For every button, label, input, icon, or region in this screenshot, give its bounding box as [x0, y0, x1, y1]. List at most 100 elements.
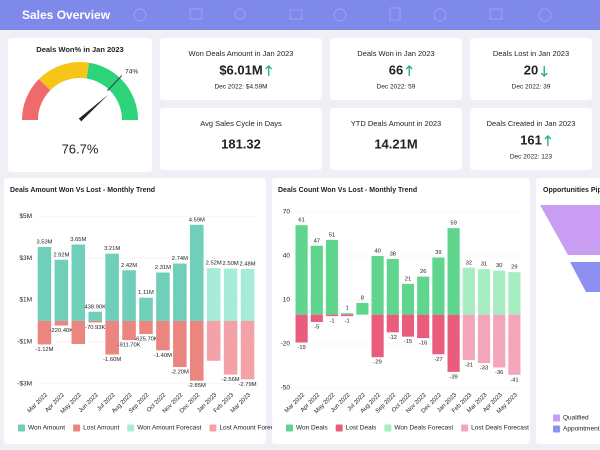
y-tick-label: 70 [283, 209, 291, 216]
kpi-compare: Dec 2022: 59 [377, 84, 416, 91]
data-label: 2.31M [155, 265, 171, 271]
kpi-value: 181.32 [221, 136, 261, 151]
funnel-stage [540, 205, 600, 255]
funnel-stage [570, 262, 600, 292]
bar [401, 314, 415, 337]
legend-swatch [384, 424, 392, 432]
data-label: 2.52M [206, 261, 222, 267]
card [330, 38, 462, 100]
y-tick-label: $3M [19, 255, 32, 262]
bar [223, 268, 238, 321]
data-label: 4.59M [189, 217, 205, 223]
data-label: 30 [496, 263, 502, 269]
legend-swatch [335, 424, 343, 432]
bar [105, 253, 119, 321]
bar [417, 314, 430, 339]
header-bar [0, 0, 600, 30]
data-label: -1 [329, 319, 334, 325]
y-tick-label: 40 [283, 253, 291, 260]
data-label: 29 [511, 265, 517, 271]
data-label: 2.48M [239, 262, 255, 268]
bar [37, 320, 52, 345]
bar [122, 270, 136, 321]
data-label: 40 [374, 249, 380, 255]
y-tick-label: $5M [19, 213, 32, 220]
data-label: -911.70K [118, 343, 141, 349]
bar [190, 224, 204, 321]
data-label: 2.92M [53, 252, 69, 258]
legend-label: Lost Amount [83, 425, 119, 432]
data-label: -31 [465, 363, 473, 369]
card [330, 108, 462, 170]
data-label: -36 [495, 370, 503, 376]
bar [493, 314, 506, 368]
bar [477, 269, 491, 315]
kpi-title: YTD Deals Amount in 2023 [351, 119, 441, 128]
gauge-needle [78, 94, 109, 122]
data-label: -15 [404, 339, 412, 345]
gauge-target [107, 75, 123, 92]
data-label: 38 [390, 251, 396, 257]
kpi-compare: Dec 2022: $4.59M [214, 84, 267, 91]
data-label: -1.12M [35, 347, 53, 353]
kpi-compare: Dec 2022: 123 [510, 154, 553, 161]
data-label: 1.11M [138, 290, 154, 296]
data-label: -1.40M [154, 353, 172, 359]
data-label: -29 [373, 360, 381, 366]
kpi-title: Deals Created in Jan 2023 [487, 119, 576, 128]
bar [122, 320, 136, 341]
kpi-trend-arrow [265, 65, 273, 76]
legend-swatch [73, 424, 81, 432]
bar [295, 314, 308, 343]
bar [371, 256, 384, 315]
bar [206, 268, 221, 321]
bar [88, 320, 102, 323]
header-icons [133, 7, 552, 22]
y-tick-label: 10 [283, 297, 291, 304]
bar [88, 311, 102, 321]
data-label: 51 [329, 232, 335, 238]
data-label: -27 [434, 357, 442, 363]
kpi-trend-arrow [405, 65, 413, 76]
legend-label: Won Amount Forecast [137, 425, 201, 432]
bar [462, 314, 475, 361]
bar [310, 314, 323, 322]
bar [54, 320, 69, 326]
bar [386, 258, 399, 315]
data-label: 21 [405, 276, 411, 282]
data-label: 39 [435, 250, 441, 256]
kpi-title: Avg Sales Cycle in Days [200, 119, 282, 128]
legend-label: Lost Deals [346, 425, 377, 432]
bar [223, 320, 238, 375]
bar [325, 239, 339, 315]
bar [139, 320, 153, 335]
legend-swatch [461, 424, 469, 432]
bar [417, 276, 430, 315]
bar [508, 314, 521, 375]
chart-title: Opportunities Pipeline [543, 187, 600, 194]
bar [310, 245, 323, 315]
card [160, 108, 322, 170]
bar [105, 320, 119, 355]
data-label: 3.21M [104, 246, 120, 252]
gauge-title: Deals Won% in Jan 2023 [36, 45, 123, 54]
bar [477, 314, 491, 364]
legend-label: Won Amount [28, 425, 65, 432]
data-label: -625.70K [134, 337, 158, 343]
bar [156, 272, 170, 321]
kpi-compare: Dec 2022: 39 [512, 84, 551, 91]
bar [54, 259, 69, 321]
data-label: -2.20M [171, 370, 189, 376]
gauge-band [38, 61, 90, 91]
bar [206, 320, 221, 361]
y-tick-label: -50 [281, 385, 291, 392]
data-label: 47 [314, 238, 320, 244]
y-tick-label: -$3M [17, 381, 32, 388]
bar [37, 246, 52, 321]
legend-swatch [286, 424, 293, 432]
legend-label: Appointment Scheduled [563, 426, 600, 433]
kpi-value: 14.21M [374, 136, 417, 151]
kpi-value: 66 [389, 62, 403, 77]
card [160, 38, 322, 100]
card [470, 108, 592, 170]
